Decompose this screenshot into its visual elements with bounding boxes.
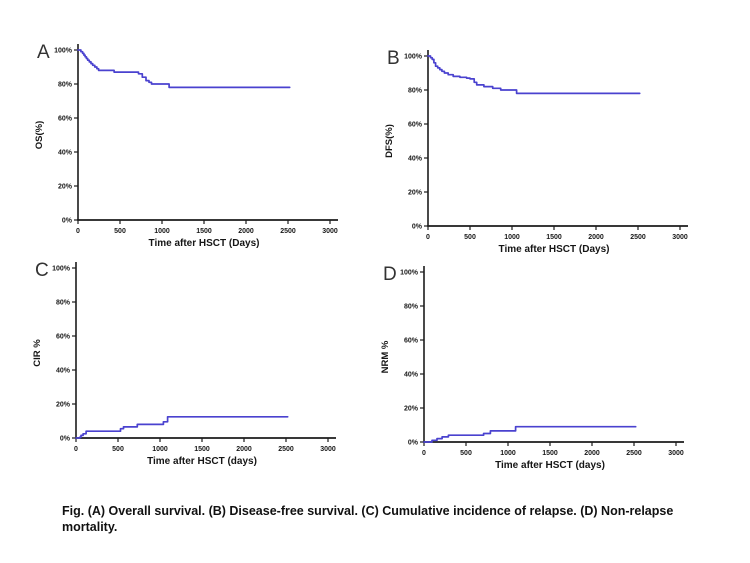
- svg-text:0%: 0%: [412, 224, 423, 231]
- panel-c-cumulative-incidence-relapse-chart: 0% 20% 40% 60% 80% 100% 0 500 1000 1500 2000 2500 30…: [32, 260, 336, 467]
- svg-text:1500: 1500: [546, 234, 562, 241]
- svg-text:1000: 1000: [154, 228, 170, 235]
- svg-text:0: 0: [74, 446, 78, 453]
- svg-text:OS(%): OS(%): [34, 121, 45, 150]
- svg-text:60%: 60%: [56, 334, 71, 341]
- svg-text:2500: 2500: [280, 228, 296, 235]
- svg-text:0%: 0%: [60, 436, 71, 443]
- svg-text:500: 500: [112, 446, 124, 453]
- svg-text:40%: 40%: [58, 150, 73, 157]
- svg-text:80%: 80%: [404, 304, 419, 311]
- svg-text:D: D: [383, 264, 397, 285]
- svg-text:20%: 20%: [56, 402, 71, 409]
- svg-text:20%: 20%: [404, 406, 419, 413]
- svg-text:B: B: [387, 48, 400, 69]
- svg-text:60%: 60%: [58, 116, 73, 123]
- svg-text:1000: 1000: [500, 450, 516, 457]
- svg-text:2000: 2000: [238, 228, 254, 235]
- svg-text:2500: 2500: [630, 234, 646, 241]
- svg-text:0%: 0%: [62, 218, 73, 225]
- svg-text:2000: 2000: [236, 446, 252, 453]
- svg-text:NRM %: NRM %: [380, 340, 391, 373]
- svg-text:3000: 3000: [672, 234, 688, 241]
- svg-text:80%: 80%: [56, 300, 71, 307]
- panel-a-overall-survival-chart: 0% 20% 40% 60% 80% 100% 0 500 1000 1500 2000 2500 30…: [34, 42, 338, 249]
- svg-text:20%: 20%: [408, 190, 423, 197]
- svg-text:1500: 1500: [194, 446, 210, 453]
- svg-text:60%: 60%: [408, 122, 423, 129]
- svg-text:100%: 100%: [52, 266, 71, 273]
- svg-text:2000: 2000: [584, 450, 600, 457]
- svg-text:Time after HSCT (Days): Time after HSCT (Days): [499, 244, 610, 255]
- svg-text:20%: 20%: [58, 184, 73, 191]
- svg-text:3000: 3000: [322, 228, 338, 235]
- svg-text:3000: 3000: [668, 450, 684, 457]
- svg-text:40%: 40%: [408, 156, 423, 163]
- svg-text:Time after HSCT (Days): Time after HSCT (Days): [149, 238, 260, 249]
- svg-text:1500: 1500: [542, 450, 558, 457]
- svg-text:80%: 80%: [58, 82, 73, 89]
- svg-text:500: 500: [114, 228, 126, 235]
- svg-text:C: C: [35, 260, 49, 281]
- svg-text:0: 0: [422, 450, 426, 457]
- figure-caption: Fig. (A) Overall survival. (B) Disease-f…: [62, 504, 674, 534]
- svg-text:2500: 2500: [278, 446, 294, 453]
- svg-text:500: 500: [460, 450, 472, 457]
- svg-text:0: 0: [76, 228, 80, 235]
- svg-text:1000: 1000: [504, 234, 520, 241]
- svg-text:Time after HSCT (days): Time after HSCT (days): [495, 460, 605, 471]
- svg-text:A: A: [37, 42, 50, 63]
- svg-text:CIR %: CIR %: [32, 339, 43, 367]
- svg-text:100%: 100%: [54, 48, 73, 55]
- svg-text:40%: 40%: [404, 372, 419, 379]
- svg-text:Time after HSCT (days): Time after HSCT (days): [147, 456, 257, 467]
- svg-text:3000: 3000: [320, 446, 336, 453]
- svg-text:0: 0: [426, 234, 430, 241]
- svg-text:1500: 1500: [196, 228, 212, 235]
- svg-text:0%: 0%: [408, 440, 419, 447]
- svg-text:100%: 100%: [404, 54, 423, 61]
- svg-text:500: 500: [464, 234, 476, 241]
- panel-d-non-relapse-mortality-chart: 0% 20% 40% 60% 80% 100% 0 500 1000 1500 2000 2500 30…: [380, 264, 684, 471]
- svg-text:40%: 40%: [56, 368, 71, 375]
- svg-text:2000: 2000: [588, 234, 604, 241]
- svg-text:2500: 2500: [626, 450, 642, 457]
- svg-text:80%: 80%: [408, 88, 423, 95]
- svg-text:DFS(%): DFS(%): [384, 124, 395, 158]
- svg-text:100%: 100%: [400, 270, 419, 277]
- svg-text:60%: 60%: [404, 338, 419, 345]
- panel-b-disease-free-survival-chart: 0% 20% 40% 60% 80% 100% 0 500 1000 1500 2000 2500 30…: [384, 48, 688, 255]
- svg-text:1000: 1000: [152, 446, 168, 453]
